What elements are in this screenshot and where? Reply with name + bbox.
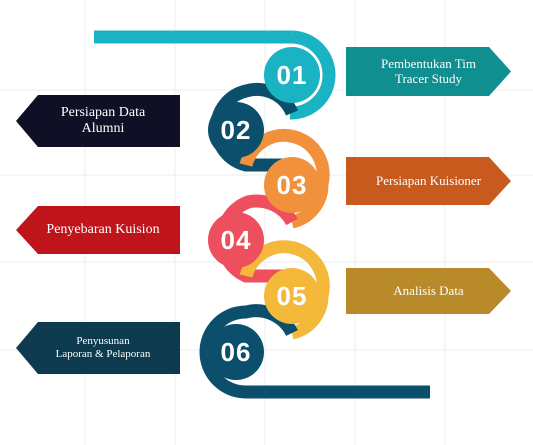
step-03-label-box: Persiapan Kuisioner [346,157,511,205]
step-06-number: 06 [220,336,252,367]
step-02-label: Persiapan Data Alumni [60,104,146,136]
step-05-number: 05 [276,280,308,311]
step-06-label-box: Penyusunan Laporan & Pelaporan [16,322,180,374]
step-05-label-box: Analisis Data [346,268,511,314]
snake-segment-01 [289,30,336,120]
step-03-circle [264,157,320,213]
step-02-label-box: Persiapan Data Alumni [16,95,180,147]
step-04-label-box: Penyebaran Kuision [16,206,180,254]
step-05-circle [264,268,320,324]
step-04-label: Penyebaran Kuision [46,221,160,237]
snake-segment-03 [239,128,330,229]
step-03-number: 03 [276,169,308,200]
step-02-circle [208,102,264,158]
step-06-label: Penyusunan Laporan & Pelaporan [55,335,151,360]
step-03-label: Persiapan Kuisioner [375,172,482,188]
step-04-number: 04 [220,224,252,255]
snake-segment-05 [239,240,330,340]
step-05-label: Analisis Data [393,282,464,298]
step-06-circle [208,324,264,380]
step-01-label: Pembentukan Tim Tracer Study [381,55,476,86]
step-02-number: 02 [220,114,252,145]
step-01-number: 01 [276,59,308,90]
step-04-circle [208,212,264,268]
step-01-circle [264,47,320,103]
step-01-label-box: Pembentukan Tim Tracer Study [346,47,511,96]
